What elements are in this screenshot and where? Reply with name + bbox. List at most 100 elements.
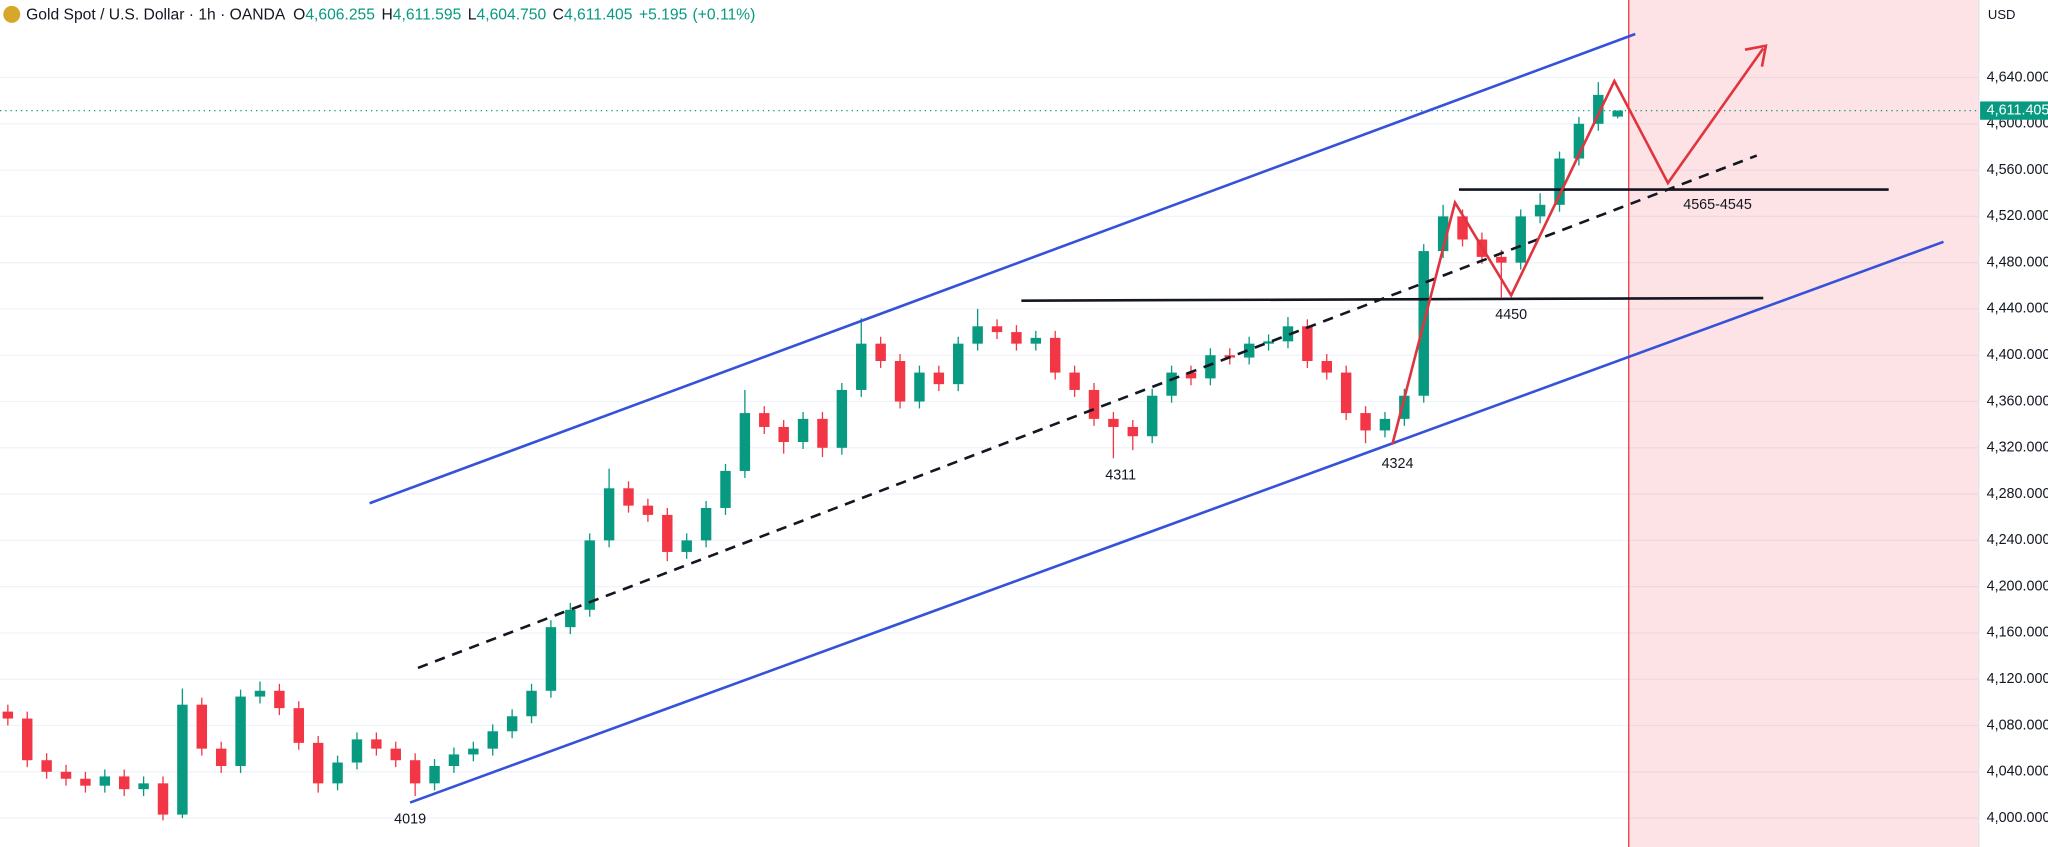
- candle-body: [759, 413, 770, 427]
- y-tick-label: 4,640.000: [1987, 69, 2048, 85]
- projection-arrowhead: [1744, 44, 1768, 67]
- candle-body: [506, 716, 518, 732]
- candle-body: [1496, 256, 1507, 263]
- candle-body: [856, 343, 867, 390]
- candle-body: [1360, 413, 1371, 431]
- candle-body: [836, 389, 848, 448]
- candle-body: [642, 505, 654, 515]
- candle-body: [2, 711, 14, 719]
- candle-body: [1049, 337, 1061, 373]
- header-bg: [0, 0, 732, 29]
- y-tick-label: 4,200.000: [1987, 578, 2048, 594]
- candle-body: [797, 418, 809, 443]
- last-price-label: 4,611.405: [1987, 102, 2048, 118]
- candle-body: [894, 361, 906, 402]
- y-tick-label: 4,480.000: [1987, 254, 2048, 270]
- candle-body: [196, 704, 208, 749]
- candle-body: [681, 540, 692, 552]
- y-tick-label: 4,080.000: [1987, 717, 2048, 733]
- candle-body: [390, 748, 401, 761]
- quote-prefix: O: [293, 7, 305, 24]
- candle-body: [972, 326, 983, 344]
- candle-body: [1399, 395, 1410, 419]
- quote-change: +5.195: [639, 7, 688, 24]
- price-axis: [1978, 0, 2048, 847]
- currency: USD: [1988, 7, 2016, 22]
- candle-body: [1554, 158, 1565, 205]
- y-tick-label: 4,000.000: [1987, 810, 2048, 826]
- candle-body: [1282, 326, 1294, 342]
- candle-body: [1437, 216, 1449, 252]
- channel-upper: [369, 32, 1636, 505]
- candle-body: [1243, 343, 1255, 358]
- candle-body: [1011, 332, 1022, 344]
- y-tick-label: 4,320.000: [1987, 440, 2048, 456]
- candle-body: [1030, 337, 1042, 344]
- projection-path: [1391, 47, 1765, 445]
- y-tick-label: 4,440.000: [1987, 301, 2048, 317]
- candle-body: [603, 488, 615, 541]
- candle-body: [274, 690, 285, 709]
- candle-body: [60, 771, 72, 779]
- candle-body: [1088, 389, 1100, 419]
- candle-body: [1263, 341, 1274, 344]
- annotation: 4450: [1495, 307, 1527, 323]
- candle-body: [720, 470, 731, 508]
- y-tick-label: 4,160.000: [1987, 625, 2048, 641]
- candle-body: [409, 760, 421, 784]
- candle-body: [1185, 372, 1197, 379]
- header: Gold Spot / U.S. Dollar · 1h · OANDA O4,6…: [0, 0, 755, 29]
- candle-body: [914, 372, 925, 402]
- y-tick-label: 4,280.000: [1987, 486, 2048, 502]
- candle-body: [817, 418, 828, 448]
- candle-body: [700, 507, 712, 541]
- candle-body: [80, 778, 91, 786]
- candle-body: [138, 783, 149, 790]
- candle-body: [1205, 355, 1216, 379]
- candle-body: [429, 766, 440, 784]
- channel-mid: [417, 154, 1758, 670]
- quote-prefix: H: [382, 7, 393, 24]
- candle-body: [254, 690, 266, 697]
- candle-body: [1069, 372, 1080, 390]
- quote-value: 4,611.595: [393, 7, 462, 24]
- candle-body: [293, 708, 304, 743]
- candle-body: [1612, 110, 1623, 117]
- annotation: 4311: [1105, 468, 1136, 484]
- y-tick-label: 4,360.000: [1987, 393, 2048, 409]
- candle-body: [1302, 326, 1313, 362]
- axis-labels: 4,000.000 4,040.000 4,080.000 4,120.000 4,16…: [1980, 69, 2048, 826]
- candle-body: [1515, 216, 1526, 263]
- candle-body: [1340, 372, 1352, 414]
- candle-body: [487, 731, 498, 749]
- candle-body: [1593, 94, 1604, 124]
- candle-body: [215, 748, 227, 767]
- quote-prefix: L: [468, 7, 477, 24]
- y-tick-label: 4,240.000: [1987, 532, 2048, 548]
- title: Gold Spot / U.S. Dollar · 1h · OANDA: [26, 7, 286, 24]
- candle-body: [99, 776, 111, 786]
- candle-body: [371, 739, 382, 749]
- last-price-box: [1980, 101, 2048, 120]
- y-tick-label: 4,400.000: [1987, 347, 2048, 363]
- symbol-icon: [3, 5, 21, 23]
- quote-value: 4,606.255: [305, 7, 375, 24]
- candle-body: [157, 783, 169, 815]
- candle-body: [662, 514, 673, 552]
- support-line: [1021, 296, 1764, 302]
- candle-body: [468, 748, 479, 755]
- future-zone: [1628, 0, 1979, 847]
- quote-change-percent: (+0.11%): [693, 7, 756, 24]
- candle-body: [1534, 204, 1546, 217]
- candle-body: [778, 426, 789, 443]
- quote-value: 4,611.405: [564, 7, 633, 24]
- candle-body: [22, 718, 33, 761]
- candle-body: [1146, 395, 1158, 437]
- candle-body: [991, 326, 1003, 333]
- y-tick-label: 4,120.000: [1987, 671, 2048, 687]
- annotation: 4019: [394, 811, 426, 827]
- candle-body: [1573, 123, 1585, 159]
